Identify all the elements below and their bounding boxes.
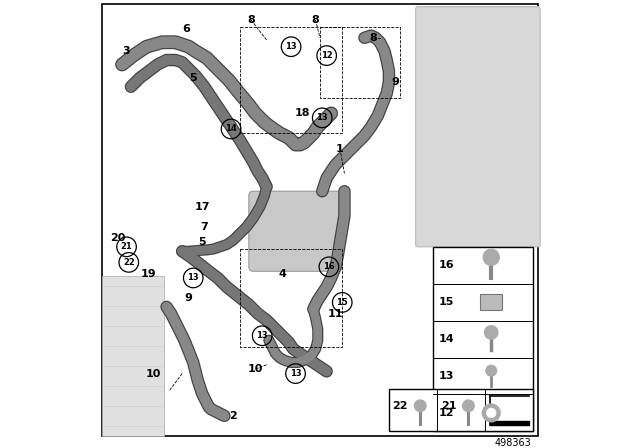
Text: 14: 14: [439, 334, 454, 344]
FancyBboxPatch shape: [249, 191, 342, 271]
Bar: [102, 276, 164, 436]
Text: 13: 13: [285, 42, 297, 51]
Text: 13: 13: [439, 371, 454, 381]
Text: 15: 15: [337, 298, 348, 307]
Text: 4: 4: [278, 268, 286, 279]
Text: 5: 5: [198, 237, 206, 247]
Text: 8: 8: [312, 15, 319, 25]
Text: 8: 8: [247, 15, 255, 25]
Text: 22: 22: [392, 401, 408, 411]
Text: 8: 8: [369, 33, 377, 43]
Text: 13: 13: [290, 369, 301, 378]
Circle shape: [415, 400, 426, 412]
Text: 12: 12: [321, 51, 333, 60]
Text: 15: 15: [439, 297, 454, 307]
Circle shape: [486, 365, 497, 376]
Bar: [389, 389, 534, 431]
Text: 11: 11: [328, 309, 343, 319]
Text: 21: 21: [121, 242, 132, 251]
Text: 3: 3: [123, 46, 131, 56]
Circle shape: [487, 409, 495, 418]
Text: 9: 9: [185, 293, 193, 303]
Text: 13: 13: [316, 113, 328, 122]
Bar: [480, 294, 502, 310]
Text: 16: 16: [439, 260, 454, 270]
Bar: [433, 247, 534, 431]
Circle shape: [463, 400, 474, 412]
Text: 7: 7: [200, 222, 208, 232]
Text: 10: 10: [145, 369, 161, 379]
Text: 17: 17: [195, 202, 210, 212]
Text: 9: 9: [392, 77, 399, 87]
FancyBboxPatch shape: [415, 7, 540, 247]
Text: 5: 5: [189, 73, 197, 83]
Text: 13: 13: [188, 273, 199, 282]
Text: 13: 13: [257, 331, 268, 340]
Text: 21: 21: [441, 401, 456, 411]
Text: 20: 20: [110, 233, 125, 243]
Text: 14: 14: [225, 125, 237, 134]
Circle shape: [483, 404, 500, 422]
Text: 2: 2: [229, 411, 237, 421]
Text: 1: 1: [336, 144, 344, 154]
Text: 19: 19: [141, 268, 157, 279]
Circle shape: [484, 326, 498, 339]
Text: 16: 16: [323, 263, 335, 271]
Text: 22: 22: [123, 258, 134, 267]
Text: 10: 10: [248, 364, 263, 374]
Text: 498363: 498363: [495, 438, 531, 448]
Text: 12: 12: [439, 408, 454, 418]
Text: 18: 18: [294, 108, 310, 118]
Circle shape: [483, 249, 499, 265]
Text: 6: 6: [182, 24, 191, 34]
